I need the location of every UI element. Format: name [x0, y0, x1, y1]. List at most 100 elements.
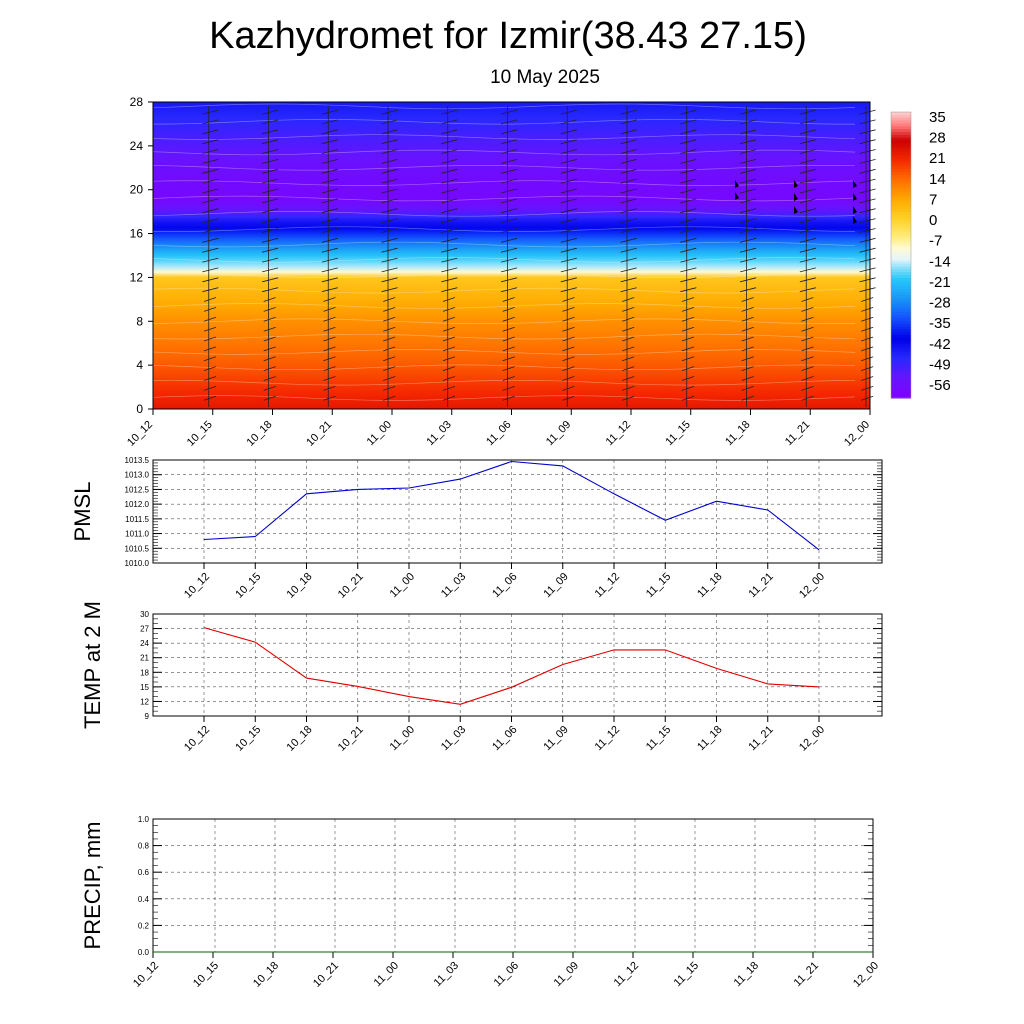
colorbar-swatch [891, 206, 911, 210]
colorbar-swatch [891, 257, 911, 262]
x-tick-label: 11_06 [484, 419, 514, 449]
colorbar-label: -42 [929, 336, 951, 353]
x-tick-label: 10_21 [336, 724, 366, 754]
colorbar-swatch [891, 280, 911, 285]
x-tick-label: 11_21 [746, 724, 776, 754]
colorbar-swatch [891, 309, 911, 313]
x-tick-label: 10_21 [304, 419, 334, 449]
x-tick-label: 11_18 [723, 419, 753, 449]
colorbar-swatch [891, 340, 911, 345]
y-axis-title: PMSL [70, 482, 95, 542]
y-tick-label: 9 [145, 712, 150, 721]
y-tick-label: 27 [140, 625, 149, 634]
colorbar-swatch [891, 157, 911, 162]
colorbar-swatch [891, 312, 911, 316]
colorbar-swatch [891, 386, 911, 391]
colorbar-swatch [891, 123, 911, 127]
colorbar-swatch [891, 283, 911, 288]
colorbar-swatch [891, 112, 911, 116]
chart-title: Kazhydromet for Izmir(38.43 27.15) [209, 15, 807, 57]
contour-line [152, 195, 856, 202]
colorbar-swatch [891, 197, 911, 202]
colorbar-swatch [891, 323, 911, 328]
wind-barbs [202, 106, 876, 407]
wind-barb-column [202, 106, 219, 407]
colorbar-swatch [891, 252, 911, 256]
wind-barb-column [740, 106, 757, 407]
colorbar-swatch [891, 177, 911, 182]
colorbar-swatch [891, 375, 911, 379]
colorbar-swatch [891, 297, 911, 302]
x-tick-label: 11_00 [365, 419, 395, 449]
y-tick-label: 0.8 [138, 842, 150, 851]
colorbar-swatch [891, 132, 911, 136]
colorbar-swatch [891, 255, 911, 259]
y-tick-label: 30 [140, 610, 149, 619]
colorbar-swatch [891, 126, 911, 130]
contour-line [152, 257, 856, 263]
colorbar-swatch [891, 223, 911, 227]
colorbar-label: -35 [929, 315, 951, 332]
x-tick-label: 10_18 [285, 724, 315, 754]
y-tick-label: 20 [130, 183, 144, 197]
colorbar-swatch [891, 186, 911, 190]
y-tick-label: 1013.0 [125, 471, 150, 480]
y-tick-label: 0.4 [138, 895, 150, 904]
x-tick-label: 11_18 [732, 960, 762, 990]
colorbar-swatch [891, 154, 911, 159]
x-tick-label: 10_18 [245, 419, 275, 449]
colorbar-swatch [891, 229, 911, 233]
colorbar-swatch [891, 286, 911, 290]
y-tick-label: 1011.5 [125, 515, 149, 524]
colorbar-swatch [891, 192, 911, 196]
x-tick-label: 11_03 [424, 419, 454, 449]
x-tick-label: 10_15 [233, 724, 263, 754]
colorbar-swatch [891, 349, 911, 353]
y-tick-label: 1012.0 [125, 500, 150, 509]
x-tick-label: 10_21 [336, 571, 366, 601]
wind-barb-column [441, 106, 458, 407]
colorbar-swatch [891, 295, 911, 299]
x-tick-label: 11_00 [388, 724, 418, 754]
contour-line [152, 165, 856, 171]
y-tick-label: 1011.0 [125, 530, 149, 539]
colorbar-swatch [891, 217, 911, 222]
colorbar-swatch [891, 380, 911, 385]
colorbar-swatch [891, 395, 911, 399]
y-axis-title: PRECIP, mm [80, 822, 105, 950]
contour-line [152, 241, 856, 248]
y-tick-label: 8 [136, 314, 143, 328]
colorbar-label: 28 [929, 130, 946, 147]
contour-line [152, 333, 856, 340]
x-tick-label: 11_09 [541, 571, 571, 601]
colorbar-swatch [891, 317, 911, 322]
colorbar-swatch [891, 234, 911, 239]
x-tick-label: 10_12 [125, 419, 155, 449]
colorbar-swatch [891, 332, 911, 336]
x-tick-label: 10_12 [131, 960, 161, 990]
wind-flag [735, 192, 739, 200]
colorbar-swatch [891, 120, 911, 125]
x-tick-label: 12_00 [797, 724, 827, 754]
x-tick-label: 11_21 [792, 960, 822, 990]
colorbar-label: 35 [929, 109, 946, 126]
cross-section-panel: 0 4 8 12 16 20 24 28 10_12 10_15 10_18 10_21 11_00 11… [125, 95, 876, 449]
contour-line [152, 149, 856, 156]
colorbar-label: 0 [929, 212, 937, 229]
contour-line [152, 303, 856, 309]
x-tick-label: 11_15 [644, 571, 674, 601]
colorbar-swatch [891, 189, 911, 193]
colorbar-swatch [891, 369, 911, 373]
plot-frame [152, 459, 883, 564]
x-tick-label: 11_12 [604, 419, 634, 449]
x-tick-label: 11_21 [746, 571, 776, 601]
precip-panel: 0.0 0.2 0.4 0.6 0.8 1.0 10_12 10_15 10_18 10_21 11… [80, 815, 881, 990]
colorbar-swatch [891, 263, 911, 268]
colorbar-swatch [891, 300, 911, 305]
colorbar-swatch [891, 246, 911, 250]
colorbar-swatch [891, 140, 911, 145]
x-tick-label: 11_06 [490, 571, 520, 601]
colorbar-swatch [891, 326, 911, 330]
colorbar-swatch [891, 315, 911, 319]
wind-barb-column [321, 106, 338, 407]
